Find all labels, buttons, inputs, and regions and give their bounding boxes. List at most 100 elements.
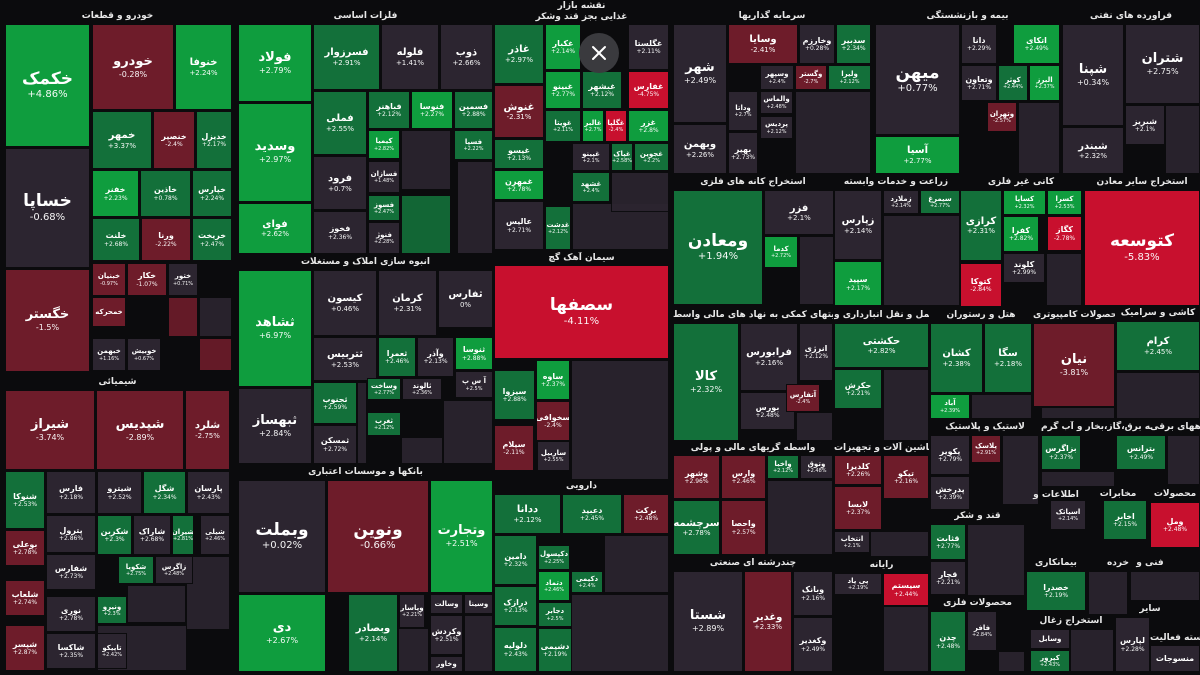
tile-فولاد[interactable]: فولاد +2.79% [238,24,312,102]
tile-سیلام[interactable]: سیلام -2.11% [494,425,534,471]
tile-دجابر[interactable]: دجابر +2.5% [538,602,572,627]
tile-وتوق[interactable]: وتوق +2.48% [800,455,833,479]
tile-شیراز[interactable]: شیراز -3.74% [5,390,95,470]
tile-شهر[interactable]: شهر +2.49% [673,24,727,123]
tile-ثبهساز[interactable]: ثبهساز +2.84% [238,388,312,464]
tile-ثنوسا[interactable]: ثنوسا +2.88% [455,337,493,370]
tile-غجوین[interactable]: غجوین +2.2% [634,143,669,171]
tile-خودرو[interactable]: خودرو -0.28% [92,24,174,110]
tile-خلنت[interactable]: خلنت +2.68% [92,218,140,261]
tile-شبریز[interactable]: شبریز +2.1% [1125,105,1165,145]
tile-خفنر[interactable]: خفنر +2.23% [92,170,139,217]
tile-وخارزم[interactable]: وخارزم +0.28% [799,24,835,64]
tile-پلاسک[interactable]: پلاسک +2.91% [971,435,1001,463]
tile-ساربیل[interactable]: ساربیل +2.55% [537,441,570,471]
tile-کساپا[interactable]: کساپا +2.32% [1003,190,1046,215]
tile-وسابل[interactable]: وسابل [1030,629,1070,649]
tile-شتران[interactable]: شتران +2.75% [1125,24,1200,104]
tile-وسینا[interactable]: وسینا [464,594,493,614]
tile-خساپا[interactable]: خساپا -0.68% [5,148,90,268]
tile-خصدرا[interactable]: خصدرا +2.19% [1026,571,1086,611]
tile-ثالوند[interactable]: ثالوند +2.36% [402,378,442,400]
tile-شاکسا[interactable]: شاکسا +2.35% [46,633,96,669]
tile-ساوه[interactable]: ساوه +2.37% [536,360,570,400]
tile-غبینو[interactable]: غبینو +2.77% [545,71,581,109]
tile-زملارد[interactable]: زملارد +2.14% [883,190,919,214]
tile-خنصیر[interactable]: خنصیر -2.4% [153,111,195,169]
tile-دی[interactable]: دی +2.67% [238,594,326,672]
tile-فارس[interactable]: فارس +2.18% [46,471,96,514]
tile-زاگرس[interactable]: زاگرس +2.48% [155,556,193,584]
tile-وبهمن[interactable]: وبهمن +2.26% [673,124,727,174]
tile-قچار[interactable]: قچار +2.21% [930,561,966,595]
tile-کرام[interactable]: کرام +2.45% [1116,321,1200,371]
tile-اسیاتک[interactable]: اسیاتک +2.14% [1050,500,1086,530]
tile-زپارس[interactable]: زپارس +2.14% [834,190,882,260]
tile-دتماد[interactable]: دتماد +2.46% [538,571,570,601]
tile-کالا[interactable]: کالا +2.32% [673,323,739,441]
tile-غزر[interactable]: غزر +2.8% [628,110,669,142]
tile-واخبا[interactable]: واخبا +2.12% [767,455,799,479]
tile-کگاز[interactable]: کگاز -2.78% [1047,216,1082,251]
tile-فرود[interactable]: فرود +0.7% [313,156,367,210]
tile-سیمرغ[interactable]: سیمرغ +2.77% [920,190,960,214]
tile-غمهرن[interactable]: غمهرن +2.78% [494,170,544,200]
tile-شگل[interactable]: شگل +2.34% [143,471,186,514]
tile-اخابر[interactable]: اخابر +2.15% [1103,500,1147,540]
tile-بوعلی[interactable]: بوعلی +2.78% [5,530,45,566]
tile-دانا[interactable]: دانا +2.29% [961,24,997,64]
tile-تیکو[interactable]: تیکو +2.16% [883,455,929,499]
tile-غگلستا[interactable]: غگلستا +2.11% [628,24,669,70]
tile-ذوب[interactable]: ذوب +2.66% [440,24,493,90]
tile-البرز[interactable]: البرز +2.37% [1029,65,1060,101]
tile-کلوند[interactable]: کلوند +2.99% [1003,253,1045,283]
tile-وتجارت[interactable]: وتجارت +2.51% [430,480,493,593]
tile-فزر[interactable]: فزر +2.1% [764,190,834,235]
tile-میهن[interactable]: میهن +0.77% [875,24,960,135]
tile-پترول[interactable]: پترول +2.86% [46,515,96,553]
tile-کتوکا[interactable]: کتوکا -2.84% [960,263,1002,307]
tile-انتخاب[interactable]: انتخاب +2.1% [834,531,870,553]
tile-سصفها[interactable]: سصفها -4.11% [494,265,669,359]
tile-ومعادن[interactable]: ومعادن +1.94% [673,190,763,305]
tile-سرچشمه[interactable]: سرچشمه +2.78% [673,500,720,555]
tile-کفرا[interactable]: کفرا +2.82% [1003,216,1039,252]
tile-ثشاهد[interactable]: ثشاهد +6.97% [238,270,312,387]
tile-ثجنوب[interactable]: ثجنوب +2.59% [313,382,357,424]
tile-وکغدیر[interactable]: وکغدیر +2.49% [793,617,833,672]
tile-فسمین[interactable]: فسمین +2.88% [454,91,493,129]
tile-پدرخش[interactable]: پدرخش +2.39% [930,476,970,510]
tile-دعبید[interactable]: دعبید +2.45% [562,494,622,534]
tile-سپید[interactable]: سپید +2.17% [834,261,882,306]
tile-وارس[interactable]: وارس +2.46% [721,455,766,499]
tile-وتهران[interactable]: وتهران -2.57% [987,102,1017,132]
tile-شکویا[interactable]: شکویا +2.75% [118,556,154,584]
tile-خپارس[interactable]: خپارس +2.24% [192,170,232,217]
tile-وکردش[interactable]: وکردش +2.51% [430,615,463,655]
tile-وغدیر[interactable]: وغدیر +2.33% [744,571,792,672]
tile-کپرور[interactable]: کپرور +2.43% [1030,650,1070,672]
tile-قثابت[interactable]: قثابت +2.77% [930,524,966,560]
tile-وداتا[interactable]: وداتا +2.7% [728,91,758,131]
tile-کرمان[interactable]: کرمان +2.31% [378,270,437,336]
tile-وسالت[interactable]: وسالت [430,594,463,614]
tile-ونیرو[interactable]: ونیرو +2.3% [97,596,127,624]
tile-شبندر[interactable]: شبندر +2.32% [1062,127,1124,174]
tile-سگا[interactable]: سگا +2.18% [984,323,1032,393]
tile-حکرش[interactable]: حکرش +2.21% [834,369,882,409]
tile-خمحرکه[interactable]: خمحرکه [92,297,126,327]
tile-غبشهر[interactable]: غبشهر +2.12% [582,71,622,109]
tile-وسایا[interactable]: وسایا -2.41% [728,24,798,64]
tile-ونوین[interactable]: ونوین -0.66% [327,480,429,593]
tile-بزاگرس[interactable]: بزاگرس +2.37% [1041,435,1081,470]
tile-دشیمی[interactable]: دشیمی +2.19% [538,628,572,672]
tile-پی-پاد[interactable]: پی پاد +2.19% [834,573,882,595]
tile-بورس[interactable]: بورس +2.48% [740,392,795,430]
tile-ثغرب[interactable]: ثغرب +2.12% [367,412,401,436]
tile-شپنا[interactable]: شپنا +0.34% [1062,24,1124,126]
tile-فسازان[interactable]: فسازان +1.48% [368,161,400,193]
tile-وتعاون[interactable]: وتعاون +2.71% [961,65,997,101]
tile-کشان[interactable]: کشان +2.38% [930,323,983,393]
tile-اتکای[interactable]: اتکای +2.49% [1013,24,1060,64]
tile-ثعمرا[interactable]: ثعمرا +2.46% [378,337,416,377]
